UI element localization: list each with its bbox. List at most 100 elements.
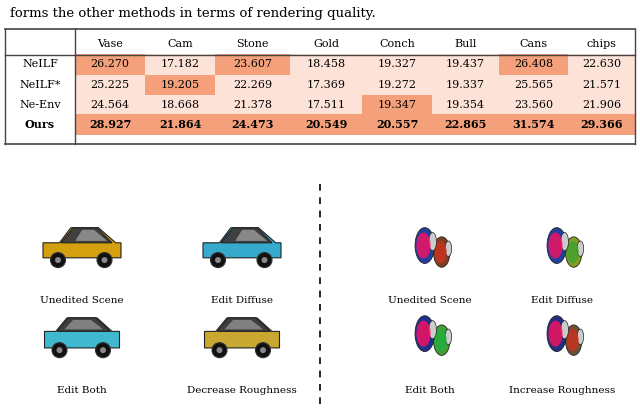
Ellipse shape	[566, 241, 579, 263]
Text: 19.354: 19.354	[446, 100, 485, 110]
Bar	[145, 75, 215, 96]
Ellipse shape	[56, 347, 63, 353]
Polygon shape	[217, 318, 271, 331]
Polygon shape	[63, 319, 104, 330]
Text: Cans: Cans	[520, 39, 548, 49]
Text: 19.437: 19.437	[446, 59, 485, 69]
Text: forms the other methods in terms of rendering quality.: forms the other methods in terms of rend…	[10, 7, 375, 20]
Ellipse shape	[577, 241, 584, 256]
Ellipse shape	[51, 253, 65, 268]
Bar	[290, 114, 362, 135]
Ellipse shape	[565, 237, 582, 267]
Text: 24.564: 24.564	[90, 100, 129, 110]
Bar	[145, 95, 215, 116]
Text: Ne-Env: Ne-Env	[19, 100, 61, 110]
Text: 20.557: 20.557	[376, 119, 418, 130]
Bar	[290, 75, 362, 96]
Bar	[568, 54, 635, 75]
Ellipse shape	[417, 321, 431, 347]
Ellipse shape	[561, 233, 568, 251]
Polygon shape	[203, 228, 281, 258]
Ellipse shape	[547, 316, 566, 352]
Ellipse shape	[95, 343, 111, 358]
Ellipse shape	[417, 233, 431, 259]
Ellipse shape	[435, 241, 447, 263]
Ellipse shape	[215, 257, 221, 263]
Text: 19.347: 19.347	[378, 100, 417, 110]
Text: Edit Both: Edit Both	[57, 386, 107, 396]
Bar	[215, 54, 290, 75]
Ellipse shape	[429, 321, 436, 339]
Ellipse shape	[55, 257, 61, 263]
Bar	[568, 75, 635, 96]
Ellipse shape	[548, 321, 563, 347]
Text: 21.864: 21.864	[159, 119, 201, 130]
Bar	[568, 114, 635, 135]
Text: NeILF: NeILF	[22, 59, 58, 69]
Bar	[215, 75, 290, 96]
Ellipse shape	[548, 233, 563, 259]
Ellipse shape	[415, 316, 435, 352]
Bar	[215, 95, 290, 116]
Ellipse shape	[52, 343, 67, 358]
Bar	[362, 114, 432, 135]
Text: 18.458: 18.458	[307, 59, 346, 69]
Polygon shape	[57, 318, 111, 331]
Text: 19.272: 19.272	[378, 80, 417, 90]
Text: 21.378: 21.378	[233, 100, 272, 110]
Text: Bull: Bull	[454, 39, 477, 49]
Text: 17.511: 17.511	[307, 100, 346, 110]
Text: 17.182: 17.182	[161, 59, 200, 69]
Bar	[499, 54, 568, 75]
Text: Vase: Vase	[97, 39, 123, 49]
Text: 19.327: 19.327	[378, 59, 417, 69]
Bar	[215, 114, 290, 135]
Text: 21.571: 21.571	[582, 80, 621, 90]
Bar	[499, 114, 568, 135]
Ellipse shape	[211, 253, 225, 268]
Text: 28.927: 28.927	[89, 119, 131, 130]
Text: Unedited Scene: Unedited Scene	[40, 296, 124, 305]
Bar	[75, 75, 145, 96]
Ellipse shape	[435, 329, 447, 351]
Text: 19.337: 19.337	[446, 80, 485, 90]
Text: 29.366: 29.366	[580, 119, 623, 130]
Ellipse shape	[565, 325, 582, 355]
Bar	[75, 114, 145, 135]
Bar	[499, 95, 568, 116]
Bar	[432, 75, 499, 96]
Text: 20.549: 20.549	[305, 119, 347, 130]
Bar	[362, 54, 432, 75]
Ellipse shape	[212, 343, 227, 358]
Ellipse shape	[547, 228, 566, 264]
Polygon shape	[61, 228, 112, 243]
Bar	[499, 75, 568, 96]
Ellipse shape	[433, 325, 450, 355]
Bar	[362, 75, 432, 96]
Text: 17.369: 17.369	[307, 80, 346, 90]
Text: 26.270: 26.270	[90, 59, 129, 69]
Bar	[145, 54, 215, 75]
Bar	[432, 54, 499, 75]
Text: Edit Both: Edit Both	[405, 386, 455, 396]
Polygon shape	[221, 228, 272, 243]
Ellipse shape	[561, 321, 568, 339]
Text: 21.906: 21.906	[582, 100, 621, 110]
Ellipse shape	[445, 329, 452, 344]
Text: Gold: Gold	[313, 39, 339, 49]
Bar	[75, 95, 145, 116]
Bar	[290, 95, 362, 116]
Text: 25.565: 25.565	[514, 80, 553, 90]
Text: Edit Diffuse: Edit Diffuse	[531, 296, 593, 305]
Ellipse shape	[257, 253, 272, 268]
Bar	[75, 54, 145, 75]
Text: Ours: Ours	[25, 119, 55, 130]
Ellipse shape	[102, 257, 108, 263]
Text: Unedited Scene: Unedited Scene	[388, 296, 472, 305]
Bar	[432, 114, 499, 135]
Text: 25.225: 25.225	[90, 80, 129, 90]
Text: 26.408: 26.408	[514, 59, 553, 69]
Ellipse shape	[216, 347, 223, 353]
Text: 22.865: 22.865	[444, 119, 486, 130]
Text: NeILF*: NeILF*	[19, 80, 61, 90]
